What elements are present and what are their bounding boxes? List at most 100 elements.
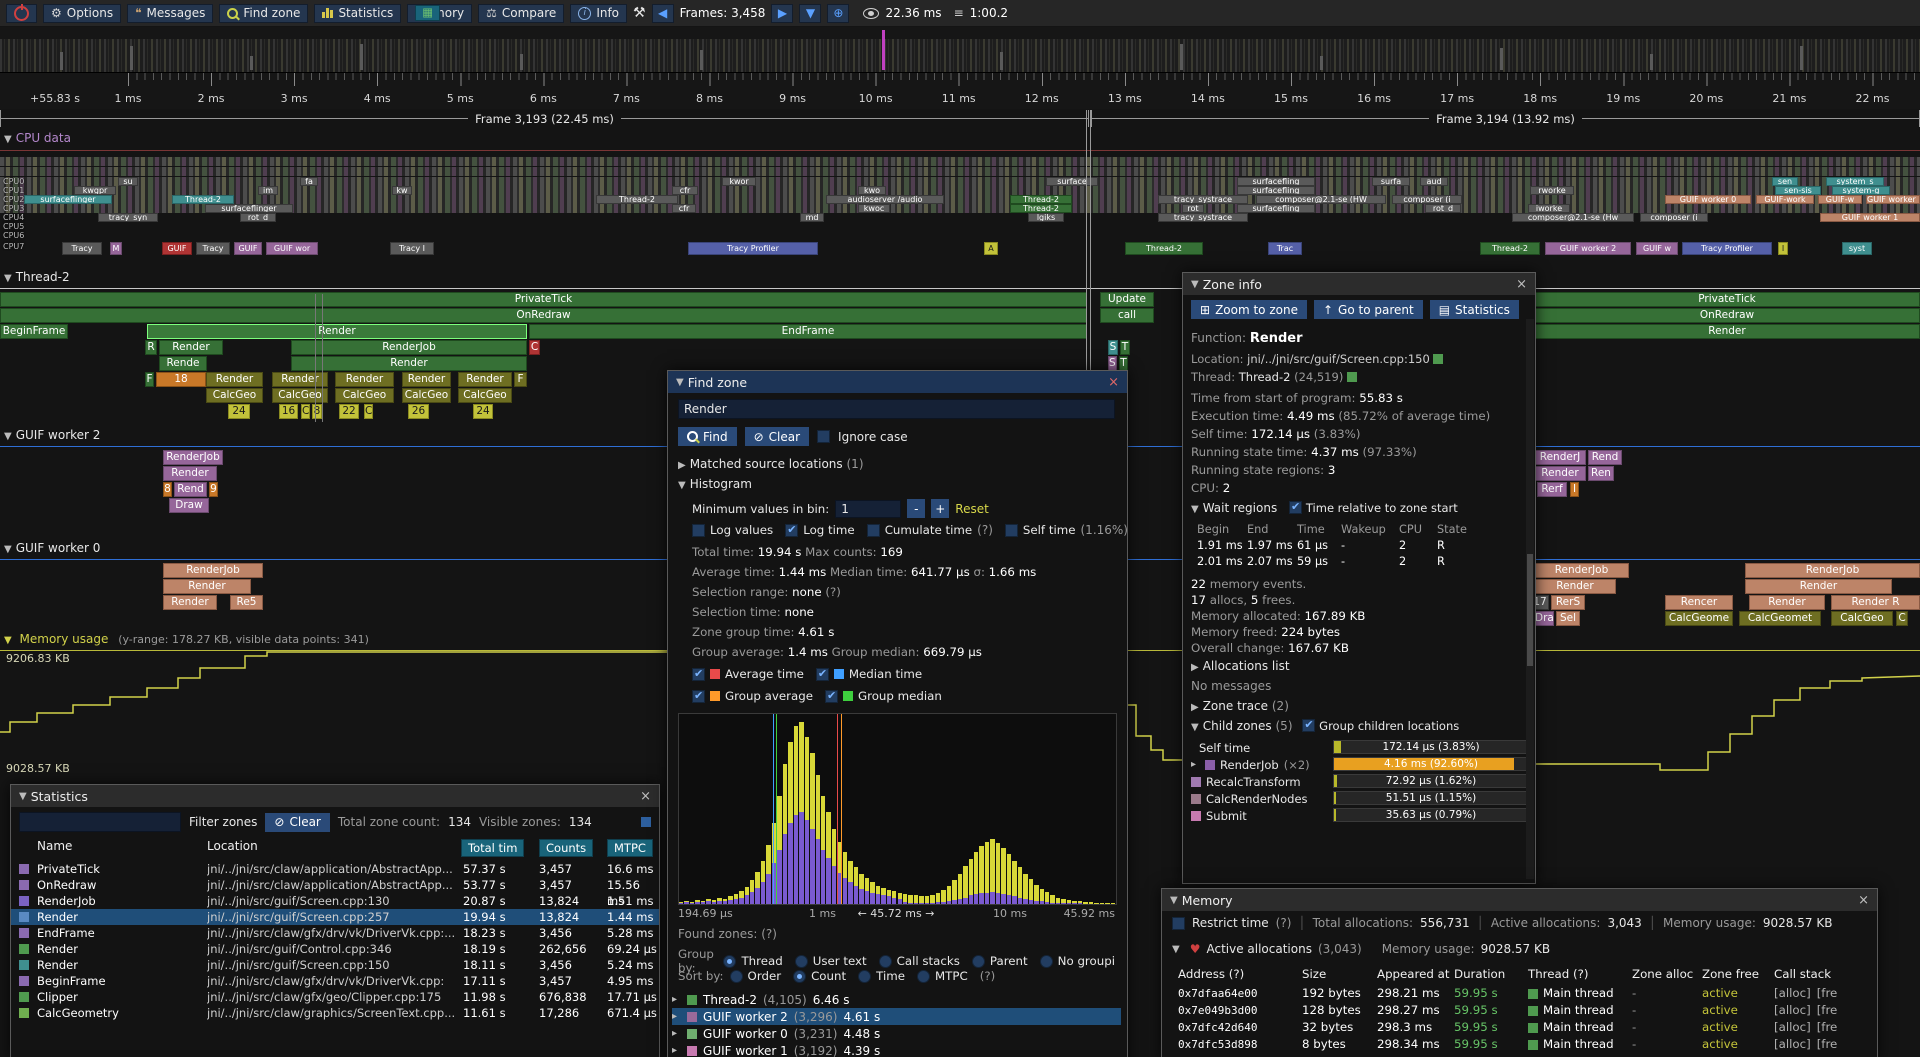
cpu-zone[interactable]: M	[110, 242, 122, 255]
histogram-bar[interactable]	[771, 823, 777, 904]
close-icon[interactable]: ×	[1516, 276, 1527, 292]
table-row[interactable]: 0x7dfaa64e00 192 bytes 298.21 ms 59.95 s Mai…	[1162, 985, 1877, 1002]
clear-button[interactable]: ⊘ Clear	[744, 427, 810, 446]
tools-icon[interactable]: ⚒	[633, 5, 646, 21]
histogram-bar[interactable]	[695, 899, 700, 904]
histogram-bar[interactable]	[979, 845, 984, 904]
table-row[interactable]: Render jni/../jni/src/guif/Control.cpp:34…	[11, 941, 659, 957]
cpu-zone[interactable]: cfr	[672, 204, 696, 213]
histogram-bar[interactable]	[722, 898, 728, 904]
radio[interactable]	[916, 969, 930, 983]
histogram-bar[interactable]	[995, 842, 1001, 904]
histogram-bar[interactable]	[892, 891, 897, 904]
timeline-zone[interactable]: 22	[339, 404, 359, 419]
cpu-zone[interactable]: Trac	[1268, 242, 1302, 255]
timeline-zone[interactable]: Rencer	[1665, 595, 1733, 610]
timeline-zone[interactable]: 18	[156, 372, 206, 387]
cpu-zone[interactable]: GUIF w	[1636, 242, 1678, 255]
cpu-zone[interactable]: I	[1778, 242, 1788, 255]
timeline-zone[interactable]: I	[1570, 482, 1579, 497]
timeline-zone[interactable]: Rende	[159, 356, 207, 371]
histogram-bar[interactable]	[799, 722, 804, 904]
histogram-bar[interactable]	[1072, 900, 1077, 904]
timeline-zone[interactable]: Rend	[1588, 450, 1622, 465]
histogram-bar[interactable]	[826, 812, 831, 904]
histogram-bar[interactable]	[919, 896, 924, 904]
cpu-zone[interactable]: Tracy Profiler	[1682, 242, 1772, 255]
search-input[interactable]	[678, 399, 1115, 419]
cpu-data-header[interactable]: ▼ CPU data	[4, 131, 71, 145]
table-row[interactable]: CalcGeometry jni/../jni/src/claw/graphics…	[11, 1005, 659, 1021]
cpu-zone[interactable]: sen-sis	[1775, 186, 1821, 195]
call-stack-button[interactable]: [alloc]	[1774, 986, 1811, 1000]
histogram-bar[interactable]	[837, 841, 842, 904]
histogram-bar[interactable]	[679, 901, 684, 904]
radio[interactable]	[1039, 954, 1053, 968]
histogram-bar[interactable]	[902, 894, 908, 904]
timeline-zone[interactable]: PrivateTick	[1534, 292, 1920, 307]
call-stack-button[interactable]: [alloc]	[1774, 1020, 1811, 1034]
cpu-zone[interactable]: GUIF	[162, 242, 192, 255]
close-icon[interactable]: ×	[640, 788, 651, 804]
histogram-bar[interactable]	[952, 880, 957, 904]
timeline-zone[interactable]: Render	[1534, 579, 1616, 594]
timeline-zone[interactable]: Dra	[1534, 611, 1554, 626]
statistics-button[interactable]: Statistics	[314, 3, 402, 23]
cpu-zone[interactable]: lgiks	[1028, 213, 1064, 222]
frame-span[interactable]: Frame 3,194 (13.92 ms)	[1091, 110, 1920, 127]
timeline-zone[interactable]: Render	[163, 579, 251, 594]
find-zone-histogram[interactable]	[678, 713, 1117, 905]
restrict-time-checkbox[interactable]	[1172, 916, 1185, 930]
histogram-bar[interactable]	[1012, 860, 1017, 904]
histogram-bar[interactable]	[1028, 879, 1034, 904]
histogram-bar[interactable]	[957, 873, 963, 904]
radio[interactable]	[723, 954, 737, 968]
cpu-zone[interactable]: Tracy	[62, 242, 102, 255]
histogram-bar[interactable]	[968, 858, 973, 904]
timeline-zone[interactable]: PrivateTick	[0, 292, 1087, 307]
frame-overview-strip[interactable]	[0, 27, 1920, 73]
histogram-bar[interactable]	[908, 895, 913, 904]
timeline-zone[interactable]: C	[364, 404, 373, 419]
column-header-total-time[interactable]: Total tim	[461, 839, 525, 857]
histogram-bar[interactable]	[984, 841, 990, 904]
cpu-zone[interactable]: rot	[1182, 204, 1204, 213]
radio[interactable]	[793, 969, 807, 983]
table-row[interactable]: EndFrame jni/../jni/src/claw/gfx/drv/vk/D…	[11, 925, 659, 941]
cpu-row[interactable]	[0, 167, 1920, 176]
histogram-bar[interactable]	[853, 867, 859, 904]
timeline-zone[interactable]: Update	[1100, 292, 1154, 307]
increment-button[interactable]: +	[931, 499, 950, 518]
timeline-zone[interactable]: 16	[279, 404, 298, 419]
histogram-bar[interactable]	[1099, 902, 1105, 904]
radio[interactable]	[878, 954, 892, 968]
cpu-zone[interactable]: su	[118, 177, 138, 186]
call-stack-button[interactable]: [fre	[1816, 1037, 1838, 1051]
histogram-bar[interactable]	[864, 878, 870, 904]
cpu-zone[interactable]: GUIF worker 0	[1665, 195, 1751, 204]
next-frame-button[interactable]: ▶	[771, 3, 794, 23]
histogram-bar[interactable]	[924, 896, 930, 904]
table-row[interactable]: BeginFrame jni/../jni/src/claw/gfx/drv/vk…	[11, 973, 659, 989]
checkbox[interactable]	[692, 689, 705, 703]
histogram-bar[interactable]	[973, 852, 979, 904]
column-header[interactable]: Address (?)	[1178, 967, 1245, 981]
cpu-zone[interactable]: system_s	[1826, 177, 1884, 186]
relative-time-checkbox[interactable]	[1289, 500, 1303, 514]
timeline-zone[interactable]: Render	[147, 324, 527, 339]
histogram-bar[interactable]	[1055, 897, 1061, 904]
cpu-zone[interactable]: Thread-2	[1010, 195, 1072, 204]
cpu-zone[interactable]: iworke	[1528, 204, 1570, 213]
reset-button[interactable]: Reset	[955, 501, 989, 516]
histogram-bar[interactable]	[946, 885, 952, 904]
timeline-zone[interactable]: 8	[312, 404, 322, 419]
histogram-bar[interactable]	[1017, 867, 1023, 904]
call-stack-button[interactable]: [alloc]	[1774, 1037, 1811, 1051]
cpu-zone[interactable]: GUIF-work	[1756, 195, 1814, 204]
histogram-section-row[interactable]: ▼ Histogram	[678, 477, 752, 491]
cpu-zone[interactable]: surfa	[1372, 177, 1410, 186]
radio[interactable]	[729, 969, 743, 983]
column-header[interactable]: Zone free	[1702, 967, 1760, 981]
histogram-bar[interactable]	[1105, 902, 1110, 904]
cpu-zone[interactable]: composer@2.1-se (HW	[1256, 195, 1386, 204]
